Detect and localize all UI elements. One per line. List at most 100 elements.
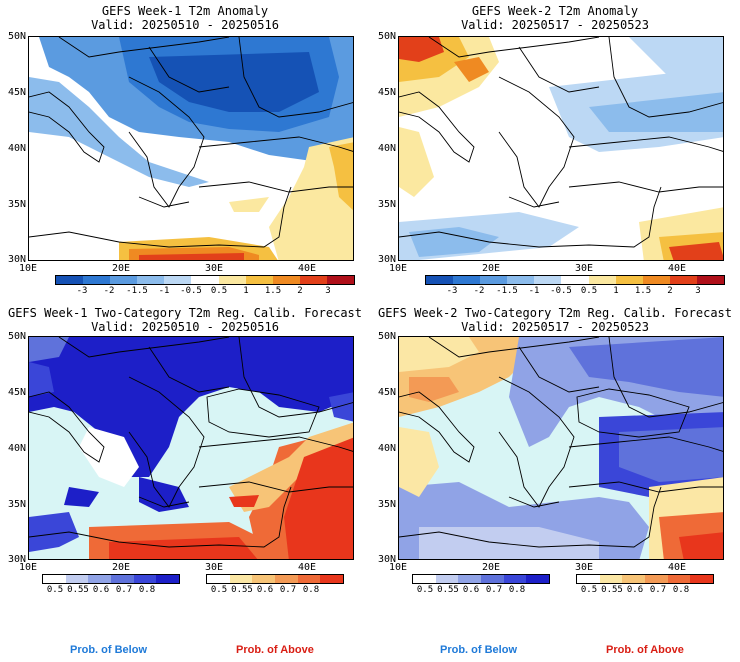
colorbar-swatch (229, 575, 253, 583)
prob-below-colorbar (412, 574, 550, 584)
colorbar-swatch (56, 276, 84, 284)
panel-valid-dates: Valid: 20250510 - 20250516 (91, 320, 279, 334)
colorbar-swatch (435, 575, 459, 583)
colorbar-swatch (588, 276, 616, 284)
colorbar-tick: -1.5 (126, 286, 148, 296)
prob-below-label: Prob. of Below (440, 644, 517, 656)
colorbar-tick: 1.5 (634, 286, 652, 296)
lat-label: 45N (7, 387, 26, 398)
colorbar-tick: 0.5 (580, 585, 598, 595)
colorbar-tick: 0.7 (279, 585, 297, 595)
colorbar-tick: 0.5 (210, 585, 228, 595)
colorbar-swatch (299, 276, 327, 284)
colorbar-swatch (507, 276, 535, 284)
lon-label: 10E (18, 263, 38, 274)
colorbar-tick: 0.55 (601, 585, 623, 595)
lon-label: 30E (574, 562, 594, 573)
lon-label: 40E (297, 562, 317, 573)
colorbar-tick: -3 (446, 286, 458, 296)
colorbar-swatch (320, 575, 344, 583)
colorbar-swatch (426, 276, 454, 284)
lon-label: 40E (297, 263, 317, 274)
colorbar-tick: 0.7 (649, 585, 667, 595)
colorbar-tick: -3 (76, 286, 88, 296)
probability-map (28, 336, 354, 560)
lon-label: 40E (667, 562, 687, 573)
colorbar-swatch (622, 575, 646, 583)
colorbar-swatch (503, 575, 527, 583)
colorbar-swatch (191, 276, 219, 284)
colorbar-tick: 3 (695, 286, 701, 296)
colorbar-tick: 0.7 (485, 585, 503, 595)
colorbar-swatch (218, 276, 246, 284)
colorbar-tick: 2 (667, 286, 673, 296)
colorbar-tick: 0.5 (580, 286, 598, 296)
lat-label: 50N (377, 31, 396, 42)
prob-above-colorbar (576, 574, 714, 584)
colorbar-swatch (481, 575, 504, 583)
colorbar-swatch (645, 575, 668, 583)
colorbar-swatch (43, 575, 66, 583)
colorbar-tick: 0.55 (437, 585, 459, 595)
panel-valid-dates: Valid: 20250510 - 20250516 (91, 18, 279, 32)
colorbar-tick: 1 (243, 286, 249, 296)
panel-week1-anomaly: GEFS Week-1 T2m Anomaly Valid: 20250510 … (0, 0, 370, 300)
colorbar-swatch (111, 575, 134, 583)
colorbar-tick: 3 (325, 286, 331, 296)
colorbar-swatch (577, 575, 600, 583)
lon-label: 40E (667, 263, 687, 274)
prob-above-label: Prob. of Above (236, 644, 314, 656)
lat-label: 40N (377, 443, 396, 454)
colorbar-swatch (272, 276, 300, 284)
colorbar-swatch (561, 276, 589, 284)
colorbar-swatch (88, 575, 112, 583)
lon-label: 10E (388, 562, 408, 573)
colorbar-swatch (696, 276, 725, 284)
lon-label: 20E (111, 263, 131, 274)
lon-label: 10E (18, 562, 38, 573)
colorbar-swatch (458, 575, 482, 583)
lat-label: 30N (377, 254, 396, 265)
lat-label: 35N (377, 499, 396, 510)
colorbar-tick: 0.6 (462, 585, 480, 595)
colorbar-swatch (413, 575, 436, 583)
colorbar-tick: 2 (297, 286, 303, 296)
colorbar-swatch (534, 276, 562, 284)
panel-week2-probability: GEFS Week-2 Two-Category T2m Reg. Calib.… (370, 302, 740, 662)
colorbar-tick: 0.6 (626, 585, 644, 595)
colorbar-tick: -1 (528, 286, 540, 296)
lat-label: 35N (7, 199, 26, 210)
lon-label: 10E (388, 263, 408, 274)
colorbar-swatch (453, 276, 481, 284)
lat-label: 45N (7, 87, 26, 98)
panel-title: GEFS Week-2 T2m Anomaly (471, 4, 639, 18)
colorbar-tick: 0.5 (210, 286, 228, 296)
lon-label: 30E (204, 562, 224, 573)
anomaly-map (398, 36, 724, 261)
colorbar-swatch (667, 575, 691, 583)
colorbar-swatch (480, 276, 508, 284)
prob-below-colorbar (42, 574, 180, 584)
colorbar-tick: 0.55 (67, 585, 89, 595)
colorbar-swatch (133, 575, 157, 583)
lon-label: 30E (204, 263, 224, 274)
panel-title: GEFS Week-2 Two-Category T2m Reg. Calib.… (377, 306, 732, 320)
colorbar-swatch (526, 575, 550, 583)
colorbar-swatch (137, 276, 165, 284)
panel-week2-anomaly: GEFS Week-2 T2m Anomaly Valid: 20250517 … (370, 0, 740, 300)
colorbar-tick: 0.8 (672, 585, 690, 595)
colorbar-tick: -2 (473, 286, 485, 296)
colorbar-swatch (164, 276, 192, 284)
panel-week1-probability: GEFS Week-1 Two-Category T2m Reg. Calib.… (0, 302, 370, 662)
colorbar-tick: -0.5 (180, 286, 202, 296)
colorbar-swatch (207, 575, 230, 583)
colorbar-tick: -2 (103, 286, 115, 296)
colorbar-tick: 0.5 (416, 585, 434, 595)
panel-valid-dates: Valid: 20250517 - 20250523 (461, 320, 649, 334)
colorbar-swatch (642, 276, 670, 284)
colorbar-tick: 0.6 (256, 585, 274, 595)
probability-map (398, 336, 724, 560)
lat-label: 30N (377, 554, 396, 565)
colorbar-tick: 0.5 (46, 585, 64, 595)
colorbar-tick: 0.6 (92, 585, 110, 595)
